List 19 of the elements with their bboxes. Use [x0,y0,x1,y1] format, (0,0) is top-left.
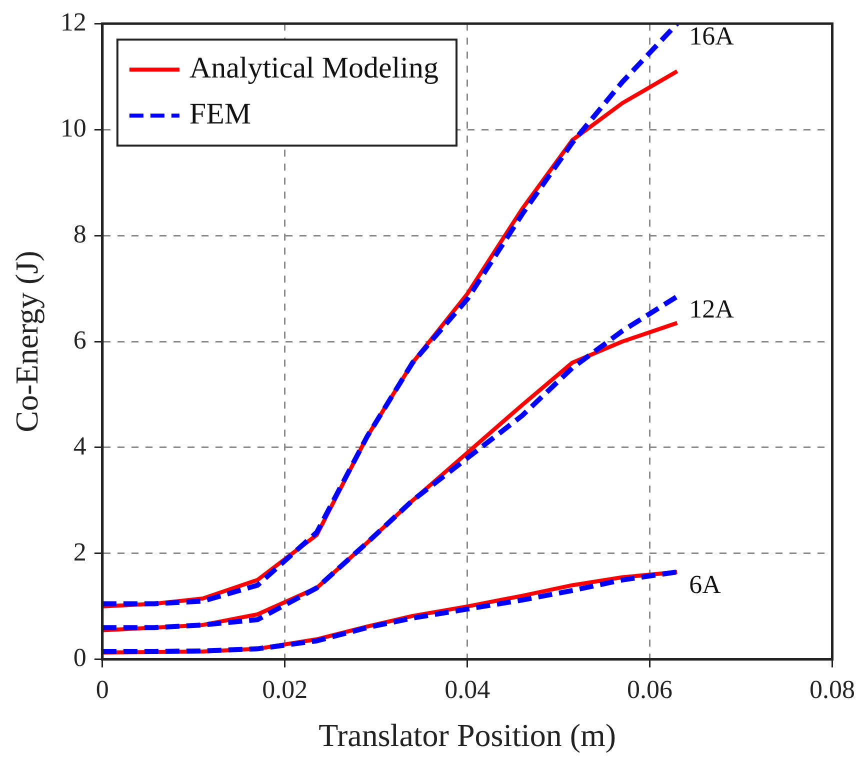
annotation: 12A [689,294,734,324]
x-tick-label: 0.08 [810,674,855,704]
annotation: 16A [689,21,734,50]
y-tick-label: 0 [73,643,86,672]
x-tick-label: 0 [96,674,109,704]
y-tick-label: 2 [73,537,86,566]
legend-label: Analytical Modeling [189,51,439,84]
x-axis-title: Translator Position (m) [318,717,616,754]
legend-label: FEM [189,97,252,130]
x-tick-label: 0.04 [444,674,490,704]
annotation: 6A [689,570,722,599]
y-tick-label: 10 [60,113,86,142]
y-tick-label: 12 [60,7,86,36]
y-tick-label: 4 [73,431,86,460]
y-tick-label: 8 [73,219,86,248]
x-tick-label: 0.02 [262,674,308,704]
y-axis-title: Co-Energy (J) [8,250,45,432]
x-tick-label: 0.06 [627,674,673,704]
y-tick-label: 6 [73,325,86,354]
